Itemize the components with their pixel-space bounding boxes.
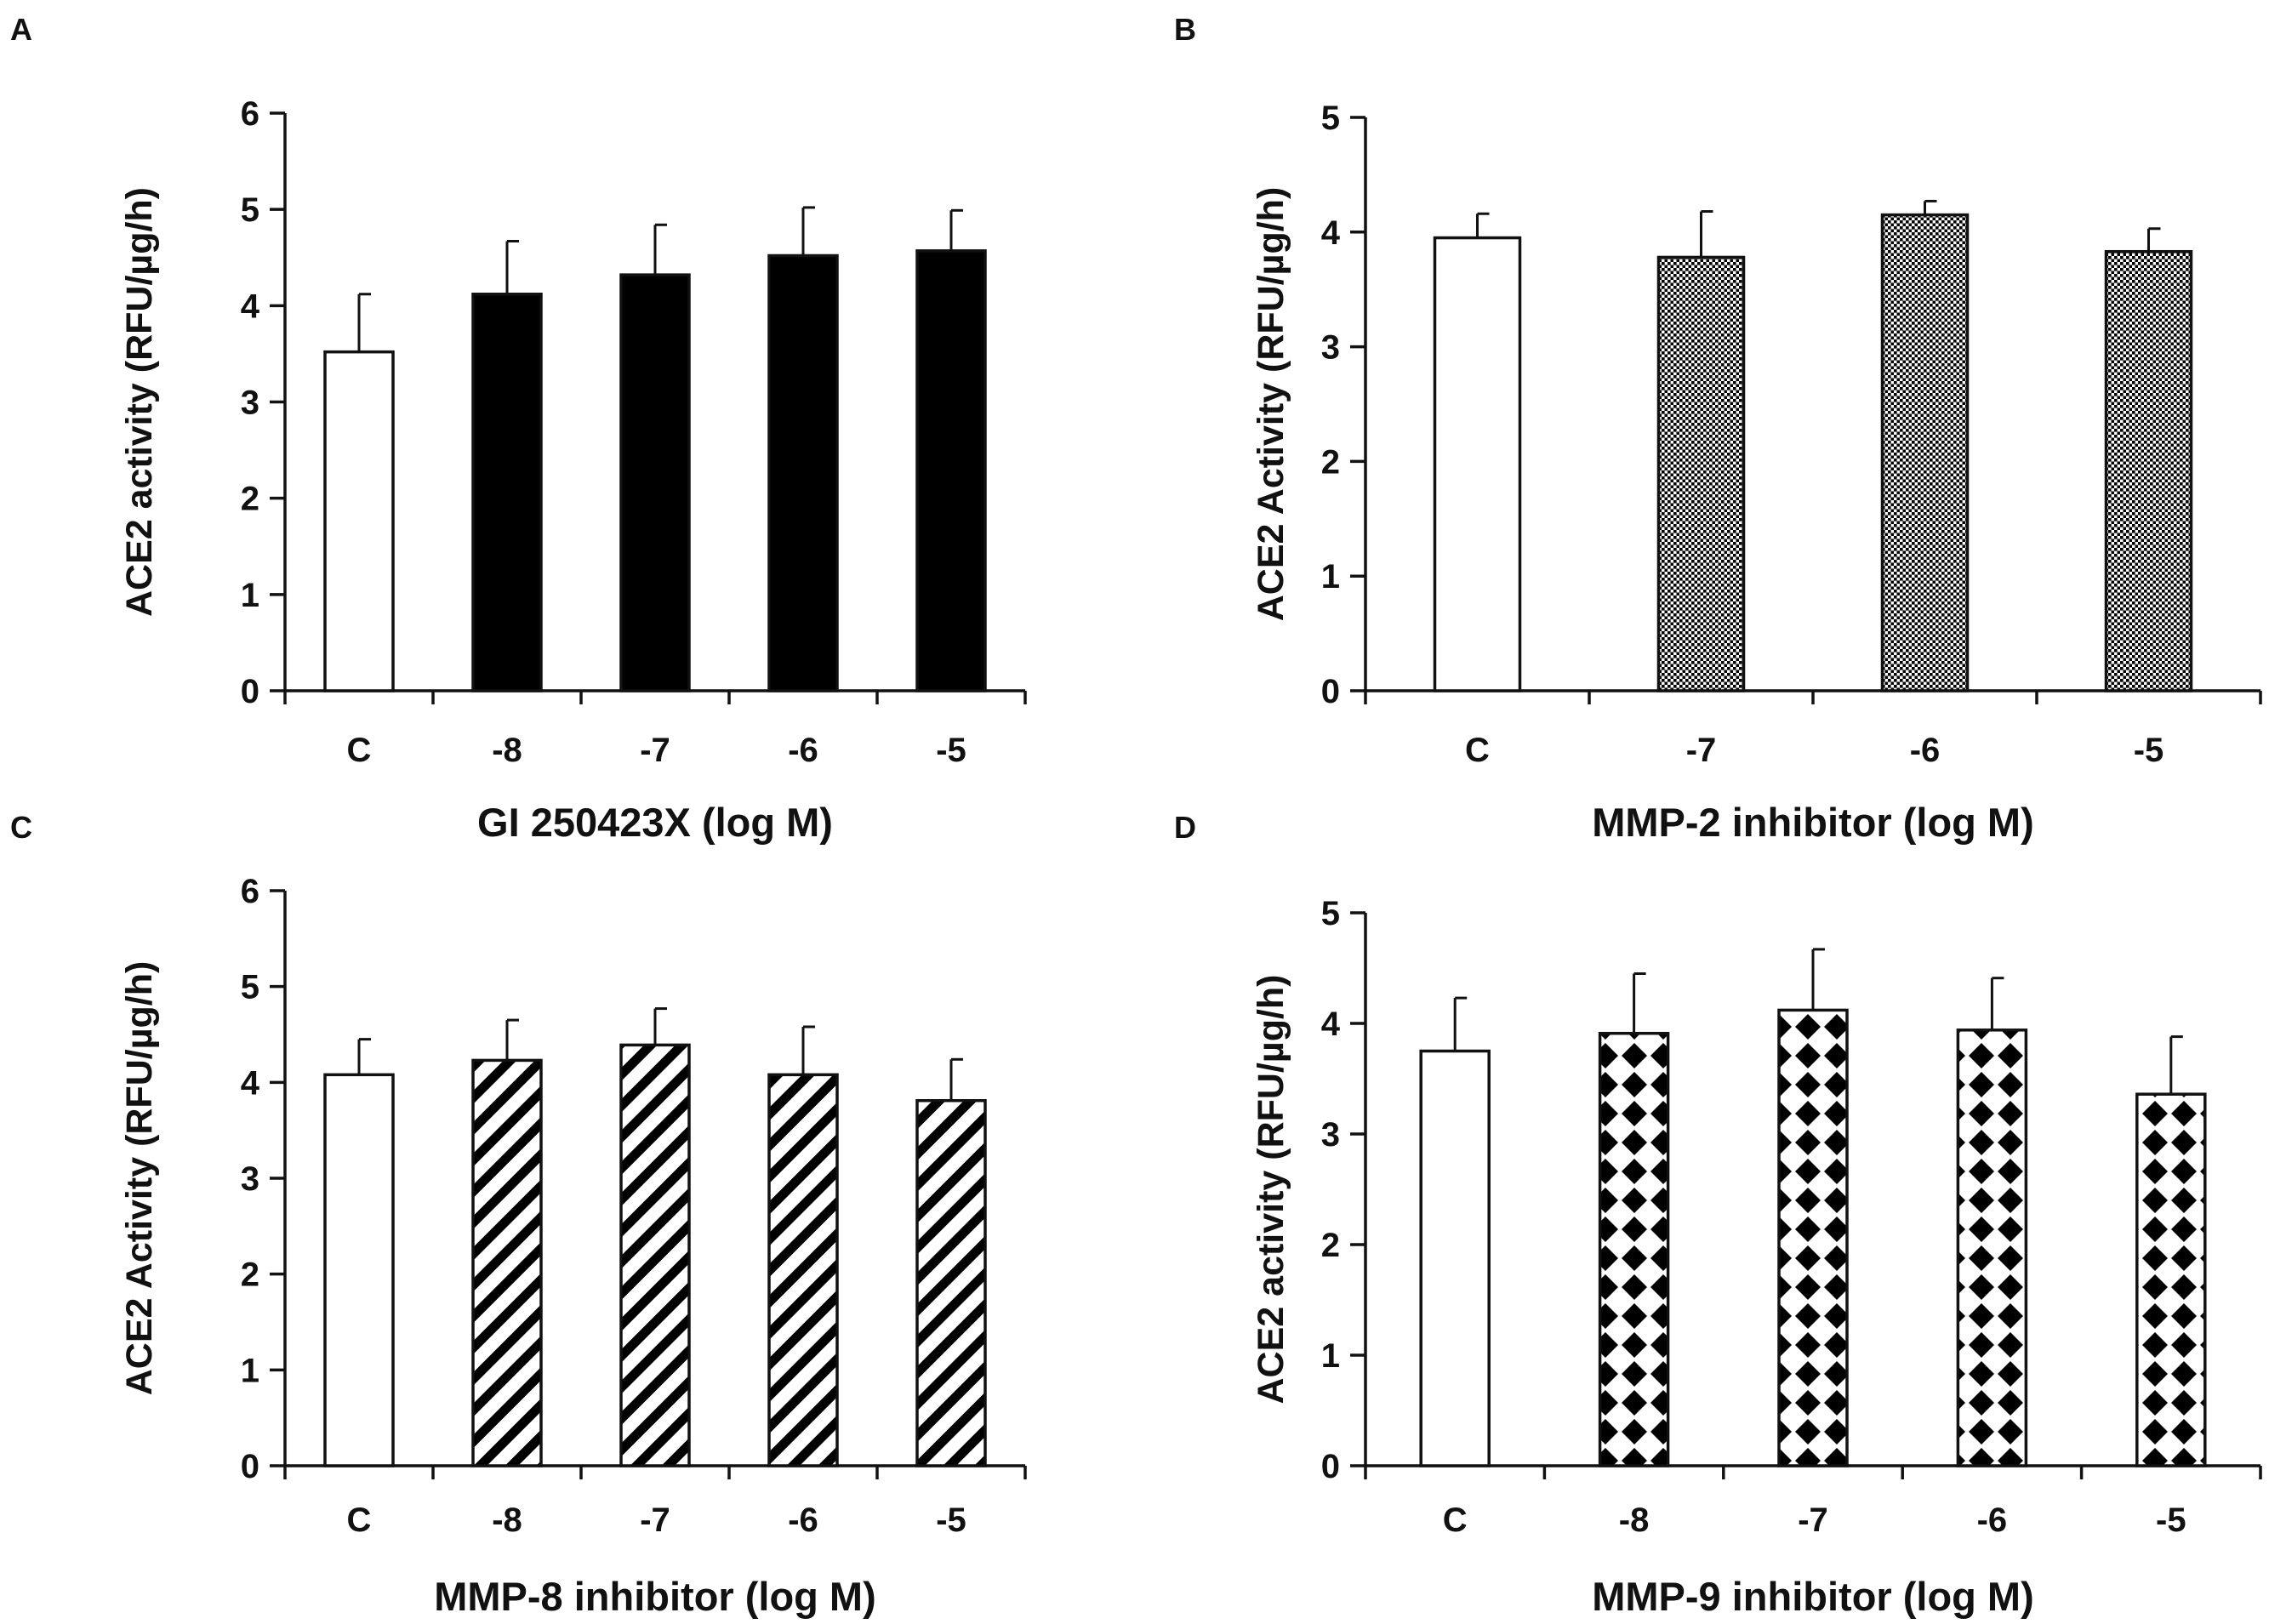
x-tick-label: -8 <box>492 732 522 769</box>
x-tick-label: -6 <box>1910 732 1941 769</box>
x-axis-label: MMP-9 inhibitor (log M) <box>1592 1574 2034 1619</box>
bar-b-1 <box>1433 236 1522 692</box>
y-tick-label: 0 <box>241 1448 259 1485</box>
y-tick-label: 5 <box>241 969 259 1006</box>
y-tick-label: 2 <box>1321 1227 1340 1264</box>
y-tick-label: 6 <box>241 873 259 910</box>
y-tick-label: 0 <box>241 673 259 710</box>
y-tick-label: 5 <box>1321 100 1340 137</box>
y-tick-label: 0 <box>1321 1448 1340 1485</box>
y-tick-label: 2 <box>241 481 259 518</box>
x-axis-label: MMP-2 inhibitor (log M) <box>1592 800 2034 845</box>
bar-a-4 <box>767 254 839 692</box>
x-tick-label: -6 <box>788 1501 818 1539</box>
x-tick-label: C <box>347 1501 372 1539</box>
chart-panel-c: C 0 1 2 3 4 5 6 C -8 -7 -6 -5 MMP-8 inhibitor (log M)… <box>10 810 1027 1619</box>
y-tick-label: 1 <box>1321 558 1340 595</box>
bar-a-1 <box>323 350 395 692</box>
bar-d-1 <box>1419 1049 1491 1467</box>
bar-d-3 <box>1777 1008 1849 1467</box>
x-tick-label: -6 <box>1977 1501 2008 1539</box>
x-tick-label: -5 <box>936 1501 966 1539</box>
y-axis-label: ACE2 Activity (RFU/µg/h) <box>119 961 160 1396</box>
chart-panel-d: D 0 1 2 3 4 5 C -8 -7 -6 -5 MMP-9 inhibitor (log M) A… <box>1174 810 2262 1619</box>
panel-letter-a: A <box>10 12 32 47</box>
bar-c-2 <box>471 1058 543 1467</box>
x-tick-label: -7 <box>1686 732 1717 769</box>
bar-d-4 <box>1956 1029 2028 1467</box>
chart-panel-a: A 0 1 2 3 4 5 6 C -8 -7 -6 -5 GI 250423X (log M) ACE2 … <box>10 12 1027 845</box>
x-tick-label: -5 <box>936 732 966 769</box>
x-tick-label: -8 <box>1619 1501 1650 1539</box>
x-tick-label: -7 <box>640 1501 670 1539</box>
x-tick-label: -5 <box>2134 732 2164 769</box>
bar-c-1 <box>323 1073 395 1467</box>
y-axis-label: ACE2 activity (RFU/µg/h) <box>119 187 160 617</box>
x-tick-label: -8 <box>492 1501 522 1539</box>
y-tick-label: 3 <box>241 385 259 422</box>
chart-panel-b: B 0 1 2 3 4 5 C -7 -6 -5 MMP-2 inhibitor (log M) ACE… <box>1174 12 2262 845</box>
y-axis-label: ACE2 activity (RFU/µg/h) <box>1251 975 1291 1405</box>
y-axis-label: ACE2 Activity (RFU/µg/h) <box>1251 187 1291 622</box>
x-axis-label: GI 250423X (log M) <box>477 800 833 845</box>
x-tick-label: -5 <box>2156 1501 2186 1539</box>
panel-letter-b: B <box>1174 12 1196 47</box>
y-tick-label: 1 <box>241 1352 259 1389</box>
x-tick-label: -7 <box>640 732 670 769</box>
bar-d-2 <box>1598 1031 1670 1467</box>
bar-a-3 <box>619 273 691 692</box>
bar-a-2 <box>471 293 543 692</box>
bar-c-4 <box>767 1073 839 1467</box>
y-tick-label: 4 <box>241 288 260 325</box>
bar-b-2 <box>1656 255 1746 692</box>
y-tick-label: 4 <box>1321 214 1341 252</box>
y-tick-label: 1 <box>241 577 259 614</box>
bar-b-3 <box>1880 213 1970 692</box>
x-tick-label: C <box>1465 732 1490 769</box>
panel-letter-d: D <box>1174 810 1196 845</box>
x-tick-label: -7 <box>1798 1501 1828 1539</box>
x-tick-label: -6 <box>788 732 818 769</box>
y-tick-label: 5 <box>1321 895 1340 932</box>
y-tick-label: 1 <box>1321 1337 1340 1375</box>
x-tick-label: C <box>347 732 372 769</box>
panel-letter-c: C <box>10 810 32 845</box>
bar-a-5 <box>915 249 987 692</box>
bar-c-5 <box>915 1098 987 1467</box>
y-tick-label: 4 <box>241 1064 260 1102</box>
y-tick-label: 3 <box>1321 1116 1340 1154</box>
y-tick-label: 3 <box>241 1160 259 1198</box>
bar-c-3 <box>619 1043 691 1467</box>
bar-d-5 <box>2135 1092 2207 1467</box>
y-tick-label: 4 <box>1321 1006 1341 1043</box>
y-tick-label: 3 <box>1321 329 1340 367</box>
x-tick-label: C <box>1443 1501 1468 1539</box>
y-tick-label: 2 <box>1321 443 1340 481</box>
y-tick-label: 2 <box>241 1256 259 1294</box>
y-tick-label: 6 <box>241 95 259 133</box>
y-tick-label: 0 <box>1321 673 1340 710</box>
x-axis-label: MMP-8 inhibitor (log M) <box>434 1574 876 1619</box>
bar-b-4 <box>2104 249 2193 692</box>
y-tick-label: 5 <box>241 191 259 229</box>
